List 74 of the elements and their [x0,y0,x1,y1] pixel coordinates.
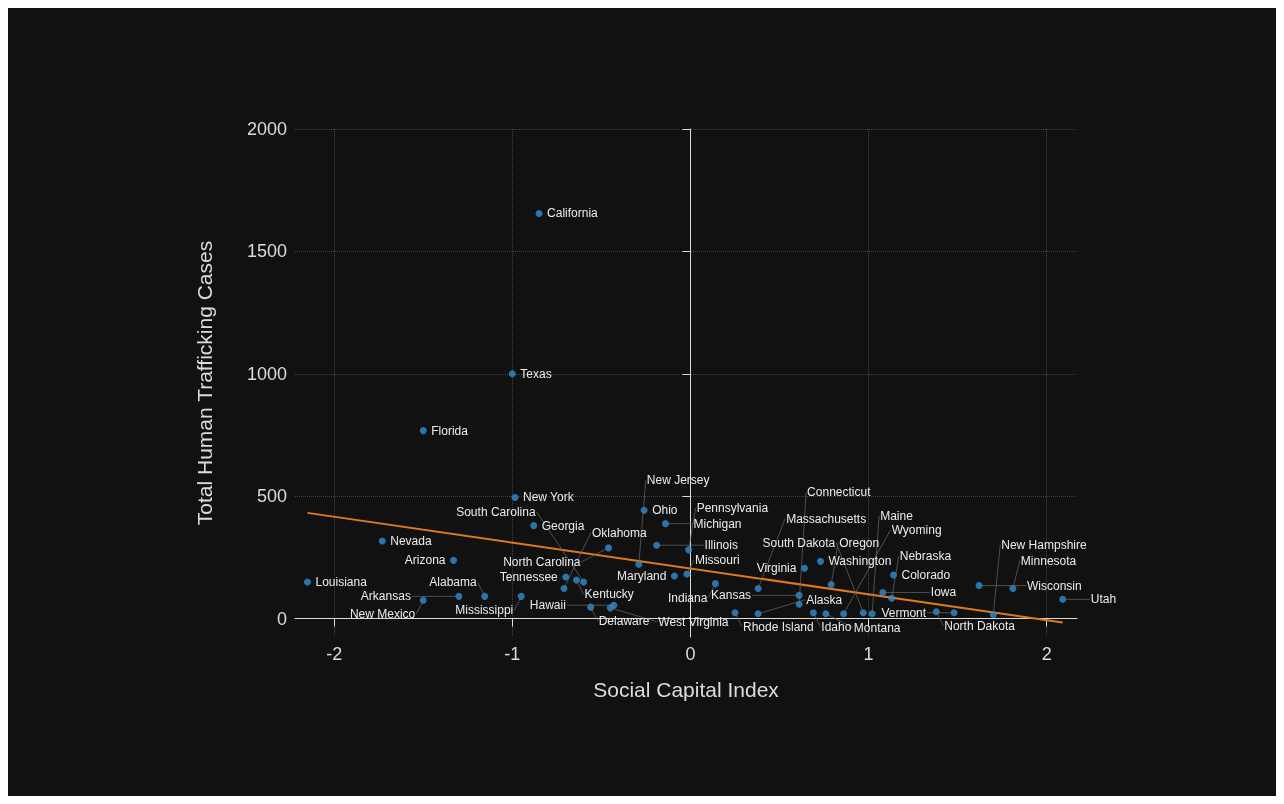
annotation: Missouri [694,553,740,568]
point [670,572,678,580]
x-axis-title: Social Capital Index [593,678,780,701]
annotation: Michigan [693,516,742,531]
point [809,609,817,617]
annotation: Vermont [881,605,927,620]
annotation: Arkansas [360,589,411,604]
annotation: Minnesota [1020,553,1077,568]
y-tick-label: 500 [256,486,287,507]
annotation: Kentucky [584,586,634,601]
annotation: Iowa [930,585,957,600]
annotation: South Dakota [762,535,836,550]
point [511,493,519,501]
annotation: Oklahoma [591,525,647,540]
annotation: Texas [520,366,552,381]
annotation: Oregon [839,535,880,550]
annotation: Illinois [704,538,738,553]
annotation: Georgia [541,518,585,533]
annotation: Colorado [901,568,951,583]
y-tick-label: 1000 [246,363,287,384]
annotation: Connecticut [807,485,872,500]
annotation: Wyoming [891,522,942,537]
point [653,541,661,549]
annotation: Pennsylvania [696,500,769,515]
point [303,578,311,586]
annotation: New Hampshire [1001,537,1087,552]
annotation: Montana [853,620,901,635]
annotation: Nevada [390,534,432,549]
x-tick-label: 0 [685,644,696,664]
annotation: Nebraska [899,549,952,564]
annotation: Wisconsin [1027,578,1082,593]
annotation: Maine [880,508,914,523]
point [508,370,516,378]
annotation: Alaska [806,592,843,607]
point [419,427,427,435]
point [378,537,386,545]
point [879,588,887,596]
point [450,556,458,564]
annotation: California [547,206,599,221]
x-tick-label: 2 [1041,644,1052,664]
annotation: Maryland [617,569,667,584]
annotation: Louisiana [315,574,368,589]
point [800,564,808,572]
point [1059,595,1067,603]
y-tick-label: 1500 [246,241,287,262]
annotation: Tennessee [499,570,559,585]
annotation: South Carolina [456,504,536,519]
y-tick-label: 2000 [246,119,287,139]
annotation: Utah [1090,592,1117,607]
point [535,209,543,217]
annotation: Hawaii [529,598,566,613]
annotation: New Mexico [349,607,416,622]
annotation: Ohio [652,503,678,518]
annotation: Kansas [711,588,752,603]
annotation: New York [522,490,575,505]
annotation: Rhode Island [742,619,814,634]
x-tick-label: -2 [326,644,343,664]
y-axis-title: Total Human Trafficking Cases [193,240,216,526]
annotation: Massachusetts [786,511,867,526]
annotation: Arizona [404,553,446,568]
annotation: North Dakota [944,618,1016,633]
annotation: Idaho [821,619,852,634]
point [530,522,538,530]
point [817,557,824,565]
point [562,573,570,581]
x-tick-label: -1 [504,644,521,664]
annotation: North Carolina [503,554,581,569]
annotation: Florida [431,423,469,438]
x-tick-label: 1 [863,644,874,664]
annotation: Alabama [429,575,478,590]
annotation: Mississippi [455,603,514,618]
y-tick-label: 0 [276,608,287,629]
annotation: Washington [828,554,892,569]
annotation: Virginia [756,561,797,576]
